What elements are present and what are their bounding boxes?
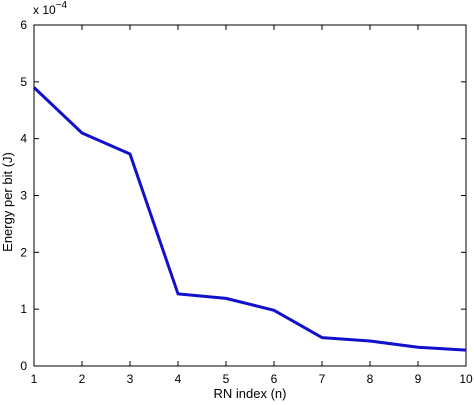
x-tick-label: 10: [459, 372, 473, 386]
x-tick-label: 9: [415, 372, 422, 386]
series-layer: [32, 86, 467, 352]
y-tick-label: 0: [20, 359, 27, 373]
x-tick-label: 5: [223, 372, 230, 386]
x-tick-label: 4: [175, 372, 182, 386]
x-tick-label: 3: [127, 372, 134, 386]
x-tick-label: 1: [31, 372, 38, 386]
plot-frame: [33, 24, 467, 367]
x-tick-label: 2: [79, 372, 86, 386]
x-tick-label: 6: [271, 372, 278, 386]
x-tick-label: 8: [367, 372, 374, 386]
y-tick-label: 4: [20, 132, 27, 146]
y-multiplier: x 10−4: [33, 0, 68, 17]
y-tick-label: 5: [20, 75, 27, 89]
y-axis-label: Energy per bit (J): [0, 152, 15, 252]
x-axis-ticks: 1 2 3 4 5 6 7 8 9 10: [31, 25, 473, 386]
x-tick-label: 7: [319, 372, 326, 386]
y-axis-ticks: 0 1 2 3 4 5 6: [20, 18, 466, 373]
y-tick-label: 2: [20, 245, 27, 259]
series-line: [32, 86, 467, 352]
y-tick-label: 3: [20, 189, 27, 203]
x-axis-label: RN index (n): [214, 386, 287, 401]
plot-area: [33, 24, 467, 367]
y-tick-label: 1: [20, 302, 27, 316]
y-tick-label: 6: [20, 18, 27, 32]
